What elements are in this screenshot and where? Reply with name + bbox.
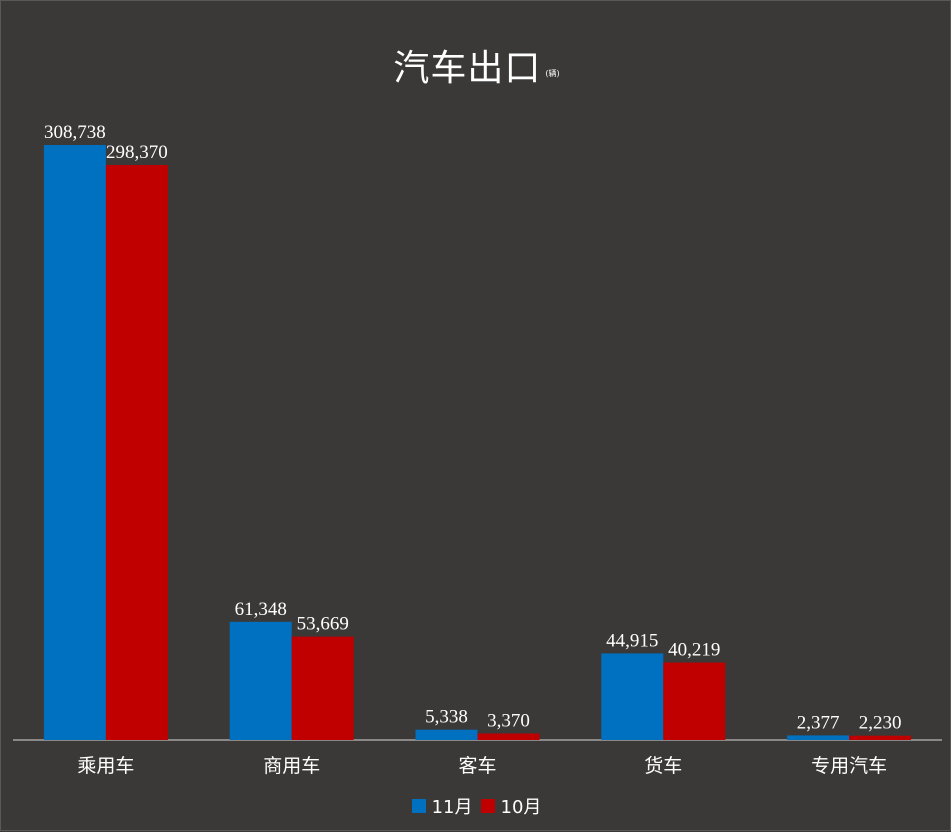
bar-nov-2	[415, 729, 478, 740]
data-label-oct-1: 53,669	[297, 614, 349, 635]
legend-swatch-oct	[480, 799, 495, 813]
bar-nov-0	[43, 145, 106, 740]
legend-swatch-nov	[411, 799, 426, 813]
bar-oct-0	[105, 165, 168, 740]
bar-oct-4	[849, 735, 912, 740]
bar-nov-3	[601, 653, 664, 740]
chart-title: 汽车出口 (辆)	[1, 39, 951, 91]
category-label-0: 乘用车	[77, 755, 134, 777]
data-label-nov-1: 61,348	[235, 599, 287, 620]
chart-unit: (辆)	[545, 69, 560, 78]
data-label-nov-0: 308,738	[44, 122, 106, 143]
bar-nov-4	[787, 735, 850, 740]
category-label-4: 专用汽车	[811, 755, 887, 777]
data-label-oct-2: 3,370	[487, 711, 530, 732]
bar-oct-3	[663, 662, 726, 740]
data-label-nov-4: 2,377	[797, 712, 840, 733]
legend-item-oct: 10月	[480, 793, 542, 819]
category-label-3: 货车	[644, 755, 682, 777]
legend-label-nov: 11月	[431, 797, 473, 818]
legend-label-oct: 10月	[500, 797, 542, 818]
category-label-1: 商用车	[263, 755, 320, 777]
bar-oct-2	[477, 733, 540, 740]
bar-nov-1	[229, 621, 292, 740]
legend: 11月 10月	[1, 793, 951, 819]
data-label-oct-0: 298,370	[106, 142, 168, 163]
bar-oct-1	[291, 636, 354, 740]
chart-title-text: 汽车出口	[393, 48, 542, 89]
data-label-oct-3: 40,219	[668, 640, 720, 661]
data-label-oct-4: 2,230	[859, 713, 902, 734]
data-label-nov-2: 5,338	[425, 707, 468, 728]
category-label-2: 客车	[458, 755, 496, 777]
data-label-nov-3: 44,915	[606, 630, 658, 651]
legend-item-nov: 11月	[411, 793, 473, 819]
